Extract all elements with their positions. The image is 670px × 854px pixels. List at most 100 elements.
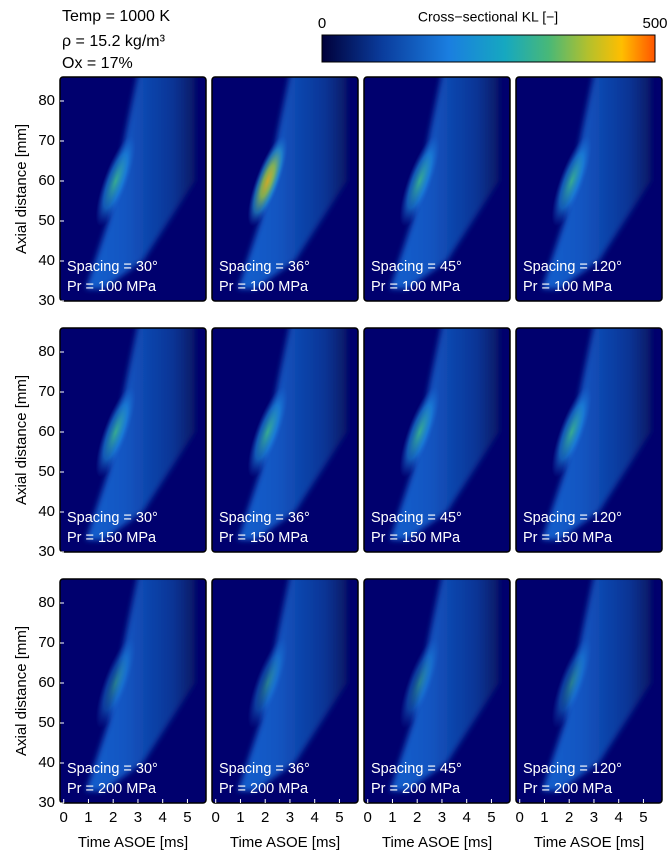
panel-border bbox=[515, 76, 663, 302]
colorbar-tick-label: 500 bbox=[642, 15, 667, 32]
panel-spacing: Spacing = 120° bbox=[523, 761, 622, 777]
panel: Spacing = 120° Pr = 200 MPa bbox=[515, 578, 663, 804]
annotation: Temp = 1000 K bbox=[62, 8, 170, 25]
x-tick-label: 2 bbox=[261, 809, 269, 826]
panel-pressure: Pr = 150 MPa bbox=[67, 530, 157, 546]
x-axis-label: Time ASOE [ms] bbox=[382, 834, 492, 851]
plume bbox=[389, 579, 499, 791]
panel-pressure: Pr = 100 MPa bbox=[67, 279, 157, 295]
plume-core bbox=[399, 637, 440, 729]
plume bbox=[541, 579, 651, 791]
y-tick-label: 60 bbox=[38, 674, 55, 691]
plume-core bbox=[399, 386, 440, 478]
plume-core bbox=[95, 637, 136, 729]
plume bbox=[389, 77, 499, 289]
x-tick-label: 2 bbox=[565, 809, 573, 826]
y-tick-label: 80 bbox=[38, 343, 55, 360]
annotation: ρ = 15.2 kg/m³ bbox=[62, 33, 166, 50]
x-tick-label: 3 bbox=[590, 809, 598, 826]
panel: Spacing = 120° Pr = 150 MPa bbox=[515, 327, 663, 553]
x-tick-label: 4 bbox=[615, 809, 623, 826]
panel-border bbox=[363, 578, 511, 804]
y-tick-label: 60 bbox=[38, 423, 55, 440]
colorbar bbox=[321, 34, 656, 63]
x-tick-label: 1 bbox=[236, 809, 244, 826]
plume bbox=[541, 77, 651, 289]
y-tick-label: 40 bbox=[38, 503, 55, 520]
panel-border bbox=[515, 327, 663, 553]
y-tick-label: 50 bbox=[38, 212, 55, 229]
x-axis-label: Time ASOE [ms] bbox=[78, 834, 188, 851]
panel-pressure: Pr = 200 MPa bbox=[67, 781, 157, 797]
plume-core bbox=[399, 135, 440, 227]
panel: Spacing = 36° Pr = 100 MPa bbox=[211, 76, 359, 302]
panel-spacing: Spacing = 45° bbox=[371, 259, 462, 275]
panel-pressure: Pr = 100 MPa bbox=[219, 279, 309, 295]
plume-core bbox=[247, 135, 288, 227]
y-tick-label: 80 bbox=[38, 92, 55, 109]
x-tick-label: 3 bbox=[134, 809, 142, 826]
panel-pressure: Pr = 200 MPa bbox=[523, 781, 613, 797]
panel-border bbox=[515, 578, 663, 804]
panel-border bbox=[211, 327, 359, 553]
x-tick-label: 4 bbox=[311, 809, 319, 826]
panel-pressure: Pr = 200 MPa bbox=[219, 781, 309, 797]
x-tick-label: 0 bbox=[364, 809, 372, 826]
x-tick-label: 2 bbox=[109, 809, 117, 826]
panel: Spacing = 30° Pr = 200 MPa bbox=[59, 578, 207, 804]
y-tick-label: 70 bbox=[38, 634, 55, 651]
x-tick-label: 5 bbox=[639, 809, 647, 826]
panel-spacing: Spacing = 36° bbox=[219, 761, 310, 777]
panel: Spacing = 120° Pr = 100 MPa bbox=[515, 76, 663, 302]
y-tick-label: 30 bbox=[38, 292, 55, 309]
plume-group bbox=[389, 77, 499, 289]
x-tick-label: 0 bbox=[516, 809, 524, 826]
panel-border bbox=[59, 578, 207, 804]
panel-spacing: Spacing = 30° bbox=[67, 761, 158, 777]
x-tick-label: 3 bbox=[438, 809, 446, 826]
y-tick-label: 70 bbox=[38, 383, 55, 400]
x-tick-label: 0 bbox=[60, 809, 68, 826]
panel-spacing: Spacing = 36° bbox=[219, 510, 310, 526]
y-tick-label: 50 bbox=[38, 714, 55, 731]
plume-group bbox=[541, 328, 651, 540]
plume bbox=[389, 328, 499, 540]
panel-border bbox=[211, 76, 359, 302]
x-tick-label: 1 bbox=[84, 809, 92, 826]
plume bbox=[237, 77, 347, 289]
plume-core bbox=[247, 386, 288, 478]
plume-group bbox=[541, 77, 651, 289]
x-tick-label: 1 bbox=[388, 809, 396, 826]
y-axis-label: Axial distance [mm] bbox=[13, 375, 30, 505]
panel: Spacing = 45° Pr = 200 MPa bbox=[363, 578, 511, 804]
plume-core bbox=[551, 637, 592, 729]
plume bbox=[85, 579, 195, 791]
y-tick-label: 30 bbox=[38, 543, 55, 560]
plume-group bbox=[389, 579, 499, 791]
panel-pressure: Pr = 200 MPa bbox=[371, 781, 461, 797]
panel: Spacing = 36° Pr = 200 MPa bbox=[211, 578, 359, 804]
x-tick-label: 2 bbox=[413, 809, 421, 826]
plume-core bbox=[95, 386, 136, 478]
panel-spacing: Spacing = 120° bbox=[523, 259, 622, 275]
x-tick-label: 5 bbox=[487, 809, 495, 826]
y-tick-label: 50 bbox=[38, 463, 55, 480]
plume bbox=[237, 328, 347, 540]
plume bbox=[237, 579, 347, 791]
panel-spacing: Spacing = 45° bbox=[371, 761, 462, 777]
y-tick-label: 40 bbox=[38, 252, 55, 269]
x-tick-label: 5 bbox=[335, 809, 343, 826]
plume-group bbox=[85, 77, 195, 289]
panel-spacing: Spacing = 45° bbox=[371, 510, 462, 526]
plume-group bbox=[389, 328, 499, 540]
plume-group bbox=[237, 579, 347, 791]
colorbar-label: Cross−sectional KL [−] bbox=[418, 9, 558, 25]
plume bbox=[85, 77, 195, 289]
x-tick-label: 4 bbox=[463, 809, 471, 826]
plume bbox=[541, 328, 651, 540]
plume-core bbox=[551, 386, 592, 478]
plume-group bbox=[237, 328, 347, 540]
x-axis-label: Time ASOE [ms] bbox=[534, 834, 644, 851]
y-tick-label: 70 bbox=[38, 132, 55, 149]
y-tick-label: 30 bbox=[38, 794, 55, 811]
